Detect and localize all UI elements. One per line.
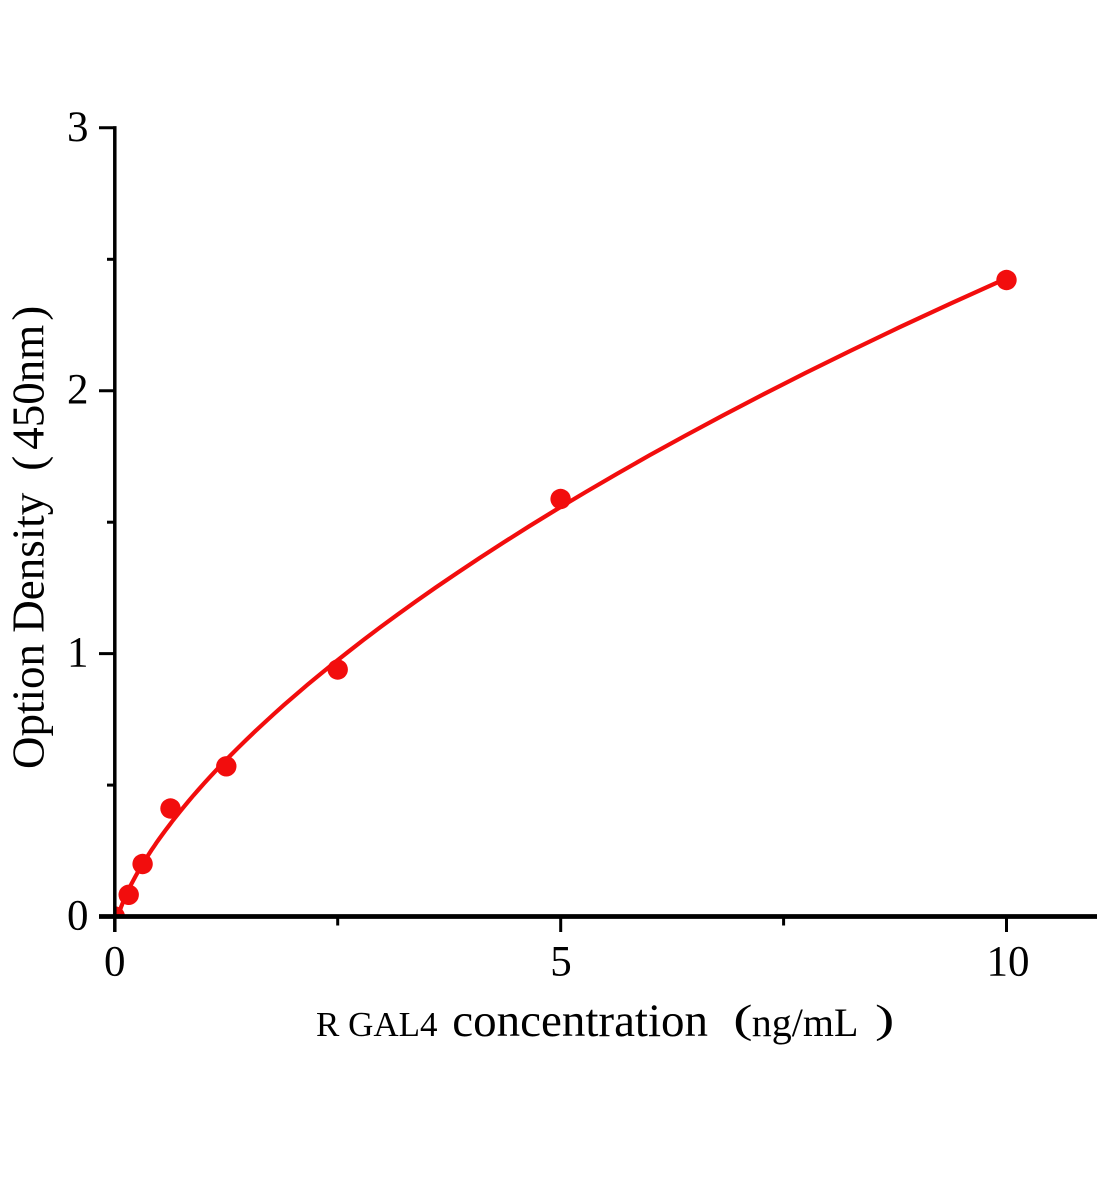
svg-text:0: 0 xyxy=(67,893,89,940)
svg-text:10: 10 xyxy=(987,939,1030,986)
svg-text:2: 2 xyxy=(67,367,89,414)
svg-text:R GAL4 concentration: R GAL4 concentration xyxy=(316,995,708,1047)
svg-text:ng/mL: ng/mL xyxy=(752,1000,859,1045)
svg-text:): ) xyxy=(875,997,894,1041)
svg-text:0: 0 xyxy=(104,939,126,986)
svg-text:3: 3 xyxy=(67,104,89,151)
svg-text:5: 5 xyxy=(550,939,572,986)
svg-text:Option Density(450nm): Option Density(450nm) xyxy=(4,306,54,769)
svg-text:(: ( xyxy=(733,997,752,1041)
svg-text:1: 1 xyxy=(67,630,89,677)
